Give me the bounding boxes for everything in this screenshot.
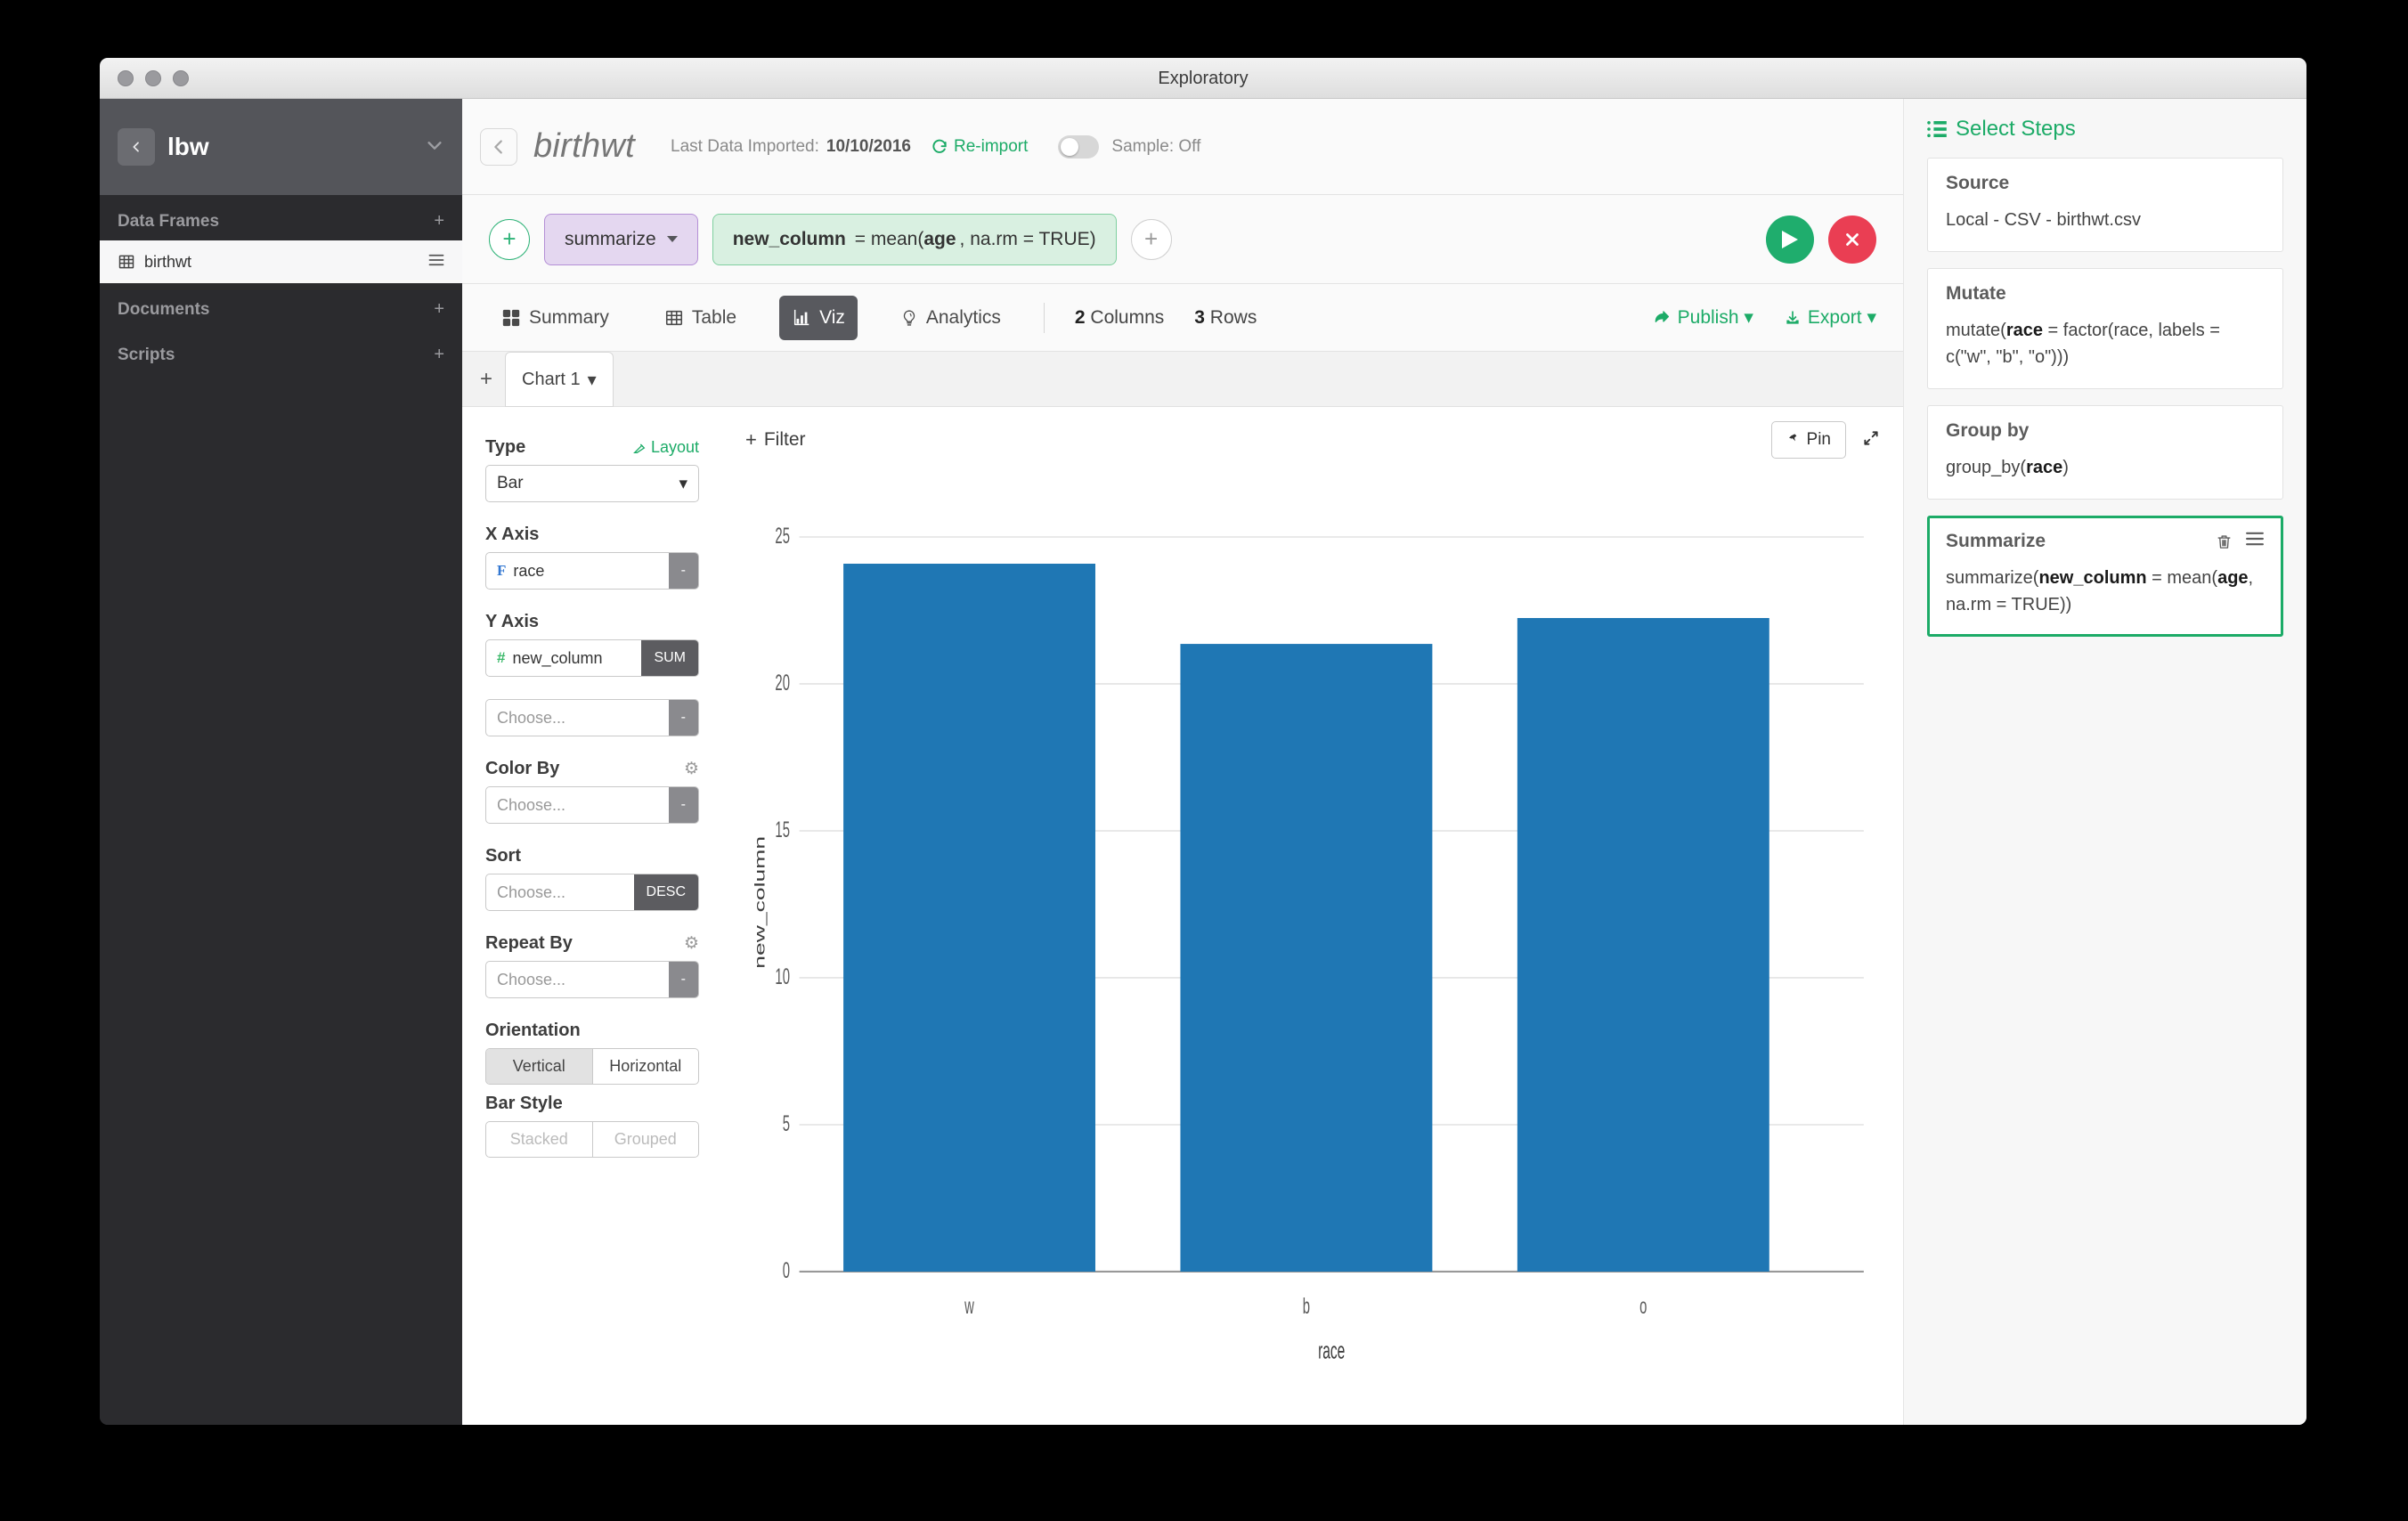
svg-text:20: 20 [775, 671, 790, 695]
svg-text:w: w [964, 1294, 974, 1319]
svg-text:race: race [1318, 1337, 1345, 1363]
svg-text:10: 10 [775, 964, 790, 989]
svg-text:new_column: new_column [752, 836, 768, 969]
svg-text:o: o [1639, 1294, 1647, 1319]
svg-text:15: 15 [775, 817, 790, 842]
svg-text:5: 5 [783, 1111, 790, 1136]
svg-text:25: 25 [775, 524, 790, 549]
svg-text:b: b [1303, 1294, 1310, 1319]
svg-text:0: 0 [783, 1258, 790, 1283]
